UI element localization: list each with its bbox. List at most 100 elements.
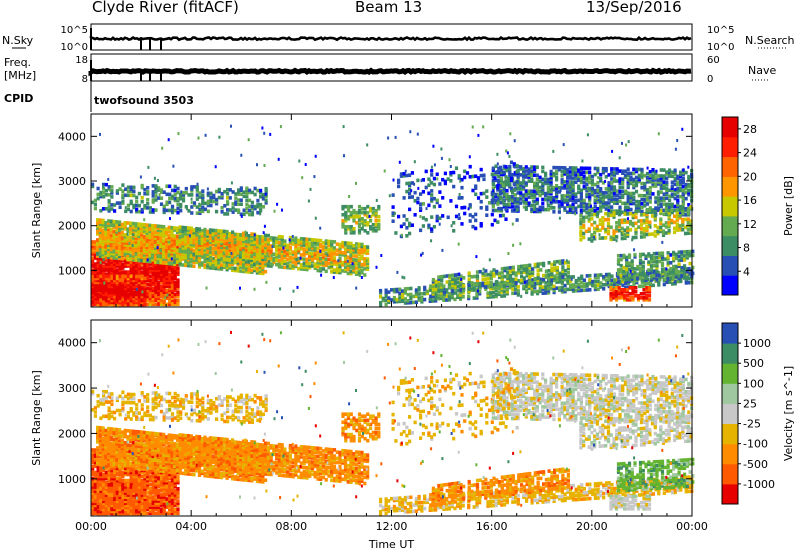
velocity-cell-1378 xyxy=(123,455,127,459)
power-cell-2484 xyxy=(242,257,246,262)
velocity-cell-694 xyxy=(157,493,161,497)
velocity-cell-1153 xyxy=(135,499,139,504)
velocity-cell-1839 xyxy=(203,467,207,472)
velocity-cell-1919 xyxy=(217,475,221,479)
power-cell-1792 xyxy=(195,256,199,261)
power-cell-409 xyxy=(129,272,133,276)
velocity-cell-1069 xyxy=(118,497,122,501)
power-cell-810 xyxy=(168,284,172,288)
power-cell-662 xyxy=(154,286,158,290)
power-cell-1335 xyxy=(115,230,119,234)
power-cell-470 xyxy=(135,260,139,264)
velocity-cell-1222 xyxy=(98,458,102,463)
velocity-cell-936 xyxy=(93,503,97,508)
power-cell-2218 xyxy=(178,227,182,232)
velocity-cell-331 xyxy=(121,474,125,479)
power-cell-980 xyxy=(102,290,106,295)
velocity-cell-1779 xyxy=(192,464,196,469)
velocity-cell-1318 xyxy=(112,437,116,442)
power-cell-182 xyxy=(107,272,111,276)
power-cell-1685 xyxy=(173,234,177,238)
power-cell-943 xyxy=(93,280,97,285)
power-cell-440 xyxy=(132,266,136,270)
velocity-cell-2211 xyxy=(178,451,182,456)
power-cell-743 xyxy=(162,298,166,303)
velocity-cell-2286 xyxy=(195,445,199,449)
power-cell-1118 xyxy=(126,274,130,279)
velocity-cell-1311 xyxy=(112,454,116,458)
velocity-cell-726 xyxy=(159,482,164,487)
velocity-cell-1462 xyxy=(137,450,141,455)
velocity-cell-1134 xyxy=(132,511,136,516)
power-cell-1138 xyxy=(132,294,136,299)
power-cell-603 xyxy=(148,288,152,292)
velocity-cell-1109 xyxy=(126,503,130,508)
power-cell-990 xyxy=(104,300,108,305)
power-cell-1954 xyxy=(222,263,226,268)
velocity-cell-2249 xyxy=(186,456,191,461)
power-cell-2194 xyxy=(264,269,268,274)
power-cell-1085 xyxy=(121,282,125,287)
power-cell-1218 xyxy=(96,220,100,224)
power-cell-246 xyxy=(113,260,117,264)
velocity-cell-2334 xyxy=(206,450,210,454)
velocity-cell-1684 xyxy=(173,444,177,448)
power-cell-1608 xyxy=(162,255,166,259)
velocity-cell-2077 xyxy=(244,476,248,480)
velocity-cell-741 xyxy=(162,511,166,516)
velocity-cell-1123 xyxy=(129,503,133,508)
power-cell-1592 xyxy=(159,252,163,257)
velocity-cell-1647 xyxy=(167,449,171,454)
velocity-cell-464 xyxy=(135,480,139,485)
power-cell-964 xyxy=(99,294,103,299)
power-cell-656 xyxy=(154,298,158,303)
velocity-cell-947 xyxy=(96,511,100,516)
power-cell-962 xyxy=(99,298,103,303)
power-cell-443 xyxy=(132,260,136,264)
velocity-cell-1445 xyxy=(134,450,138,454)
velocity-cell-692 xyxy=(157,497,161,501)
velocity-cell-381 xyxy=(126,480,130,485)
velocity-cell-2440 xyxy=(231,442,235,446)
velocity-cell-1129 xyxy=(129,491,133,495)
power-cell-2291 xyxy=(197,257,202,261)
power-cell-1601 xyxy=(159,230,163,235)
power-cell-1604 xyxy=(159,224,163,229)
velocity-cell-1277 xyxy=(107,449,111,453)
power-cell-1140 xyxy=(132,290,136,295)
power-cell-1194 xyxy=(143,294,147,299)
power-cell-1903 xyxy=(214,266,218,271)
power-cell-2242 xyxy=(184,230,188,234)
power-cell-134 xyxy=(102,260,106,264)
power-cell-40 xyxy=(93,270,97,274)
power-cell-1002 xyxy=(104,276,108,281)
velocity-cell-1065 xyxy=(118,505,122,510)
power-cell-1019 xyxy=(110,300,114,305)
power-cell-2477 xyxy=(239,243,243,247)
power-cell-2360 xyxy=(211,232,215,237)
power-cell-467 xyxy=(135,266,139,270)
velocity-cell-1224 xyxy=(98,452,102,457)
power-cell-2223 xyxy=(181,243,185,248)
velocity-cell-2446 xyxy=(233,461,237,465)
power-cell-413 xyxy=(129,264,133,268)
velocity-cell-2310 xyxy=(200,445,204,450)
power-cell-2217 xyxy=(178,229,182,234)
velocity-cell-1376 xyxy=(123,459,127,463)
velocity-cell-1285 xyxy=(107,433,111,437)
power-cell-638 xyxy=(151,272,155,276)
power-cell-2465 xyxy=(236,237,240,241)
velocity-cell-840 xyxy=(170,493,175,497)
velocity-cell-2128 xyxy=(253,469,257,473)
velocity-cell-1009 xyxy=(107,499,111,504)
power-cell-932 xyxy=(91,274,95,279)
velocity-cell-802 xyxy=(168,509,172,514)
velocity-cell-1010 xyxy=(107,497,111,501)
velocity-cell-779 xyxy=(165,493,169,497)
power-cell-464 xyxy=(135,272,139,276)
velocity-cell-1642 xyxy=(167,462,171,466)
velocity-cell-1460 xyxy=(137,456,141,461)
velocity-cell-2248 xyxy=(186,458,191,463)
power-cell-1189 xyxy=(140,276,144,281)
power-cell-2453 xyxy=(233,234,237,239)
